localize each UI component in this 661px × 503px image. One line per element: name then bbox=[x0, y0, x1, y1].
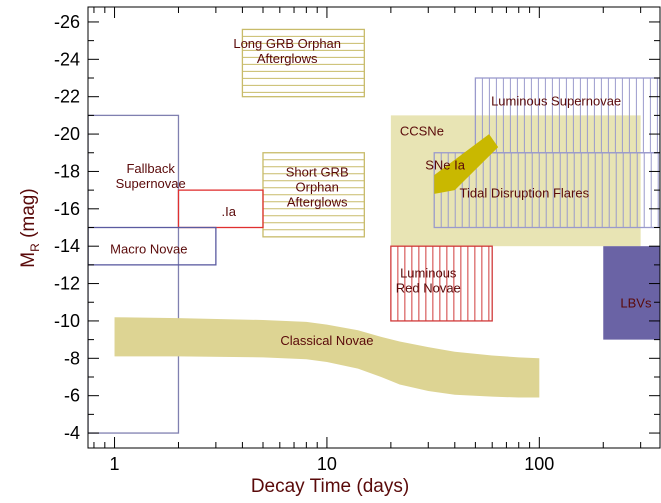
tidal-disruption-flares-label: Tidal Disruption Flares bbox=[460, 185, 590, 200]
y-axis-title-subscript: R bbox=[28, 243, 42, 252]
long-grb-orphan-afterglows-box bbox=[241, 28, 365, 98]
x-axis-title: Decay Time (days) bbox=[251, 476, 409, 497]
long-grb-orphan-afterglows-label: Afterglows bbox=[257, 51, 318, 66]
lbvs-box bbox=[603, 246, 660, 340]
y-tick-label: -18 bbox=[54, 161, 80, 181]
lbvs-label: LBVs bbox=[620, 296, 652, 311]
y-tick-label: -4 bbox=[64, 423, 80, 443]
x-tick-label: 100 bbox=[524, 454, 554, 474]
macro-novae-box bbox=[88, 226, 217, 266]
point-ia-box bbox=[177, 189, 264, 229]
y-tick-label: -26 bbox=[54, 12, 80, 32]
fallback-supernovae-box bbox=[88, 114, 180, 434]
fallback-supernovae-label: Fallback bbox=[126, 161, 175, 176]
region-ccsne bbox=[390, 115, 641, 247]
region-lbvs bbox=[603, 246, 660, 340]
sne-ia-shape bbox=[434, 134, 499, 194]
y-tick-label: -12 bbox=[54, 274, 80, 294]
short-grb-orphan-afterglows-label: Orphan bbox=[296, 180, 339, 195]
short-grb-orphan-afterglows-label: Short GRB bbox=[286, 165, 349, 180]
classical-novae-band bbox=[114, 317, 540, 398]
macro-novae-label: Macro Novae bbox=[110, 241, 187, 256]
y-tick-label: -16 bbox=[54, 199, 80, 219]
ccsne-box bbox=[390, 115, 641, 247]
y-axis-title-main: M bbox=[18, 252, 39, 268]
region-luminous-supernovae bbox=[474, 77, 660, 154]
y-tick-label: -22 bbox=[54, 87, 80, 107]
region-short-grb-orphan-afterglows bbox=[262, 152, 365, 238]
y-tick-label: -14 bbox=[54, 236, 80, 256]
point-ia-label: .Ia bbox=[222, 204, 237, 219]
long-grb-orphan-afterglows-label: Long GRB Orphan bbox=[233, 36, 341, 51]
regions-layer bbox=[88, 28, 660, 434]
y-axis-title-unit: (mag) bbox=[18, 188, 39, 243]
x-tick-label: 1 bbox=[110, 454, 120, 474]
fallback-supernovae-label: Supernovae bbox=[116, 176, 186, 191]
y-axis-title: MR (mag) bbox=[18, 188, 42, 267]
y-tick-label: -8 bbox=[64, 348, 80, 368]
short-grb-orphan-afterglows-label: Afterglows bbox=[287, 195, 348, 210]
region-sne-ia bbox=[434, 134, 499, 194]
luminous-supernovae-label: Luminous Supernovae bbox=[491, 94, 621, 109]
classical-novae-label: Classical Novae bbox=[280, 333, 373, 348]
y-tick-label: -24 bbox=[54, 49, 80, 69]
y-tick-label: -6 bbox=[64, 386, 80, 406]
region-macro-novae bbox=[88, 226, 217, 266]
y-tick-label: -10 bbox=[54, 311, 80, 331]
luminous-red-novae-label: Red Novae bbox=[396, 281, 461, 296]
region-long-grb-orphan-afterglows bbox=[241, 28, 365, 98]
y-tick-label: -20 bbox=[54, 124, 80, 144]
luminous-red-novae-box bbox=[390, 245, 493, 322]
ticks-layer: -26 -24 -22 -20 -18 -16 -14 -12 -10 -8 -6 -4 1 10 100 bbox=[54, 7, 660, 474]
region-luminous-red-novae bbox=[390, 245, 493, 322]
ccsne-label: CCSNe bbox=[400, 124, 444, 139]
sne-ia-label: SNe Ia bbox=[425, 157, 466, 172]
labels-layer: CCSNe Luminous Supernovae Tidal Disruption… bbox=[110, 36, 652, 348]
x-tick-label: 10 bbox=[317, 454, 337, 474]
luminous-red-novae-label: Luminous bbox=[400, 266, 457, 281]
region-point-ia bbox=[177, 189, 264, 229]
region-fallback-supernovae bbox=[88, 114, 180, 434]
region-classical-novae bbox=[114, 317, 540, 398]
